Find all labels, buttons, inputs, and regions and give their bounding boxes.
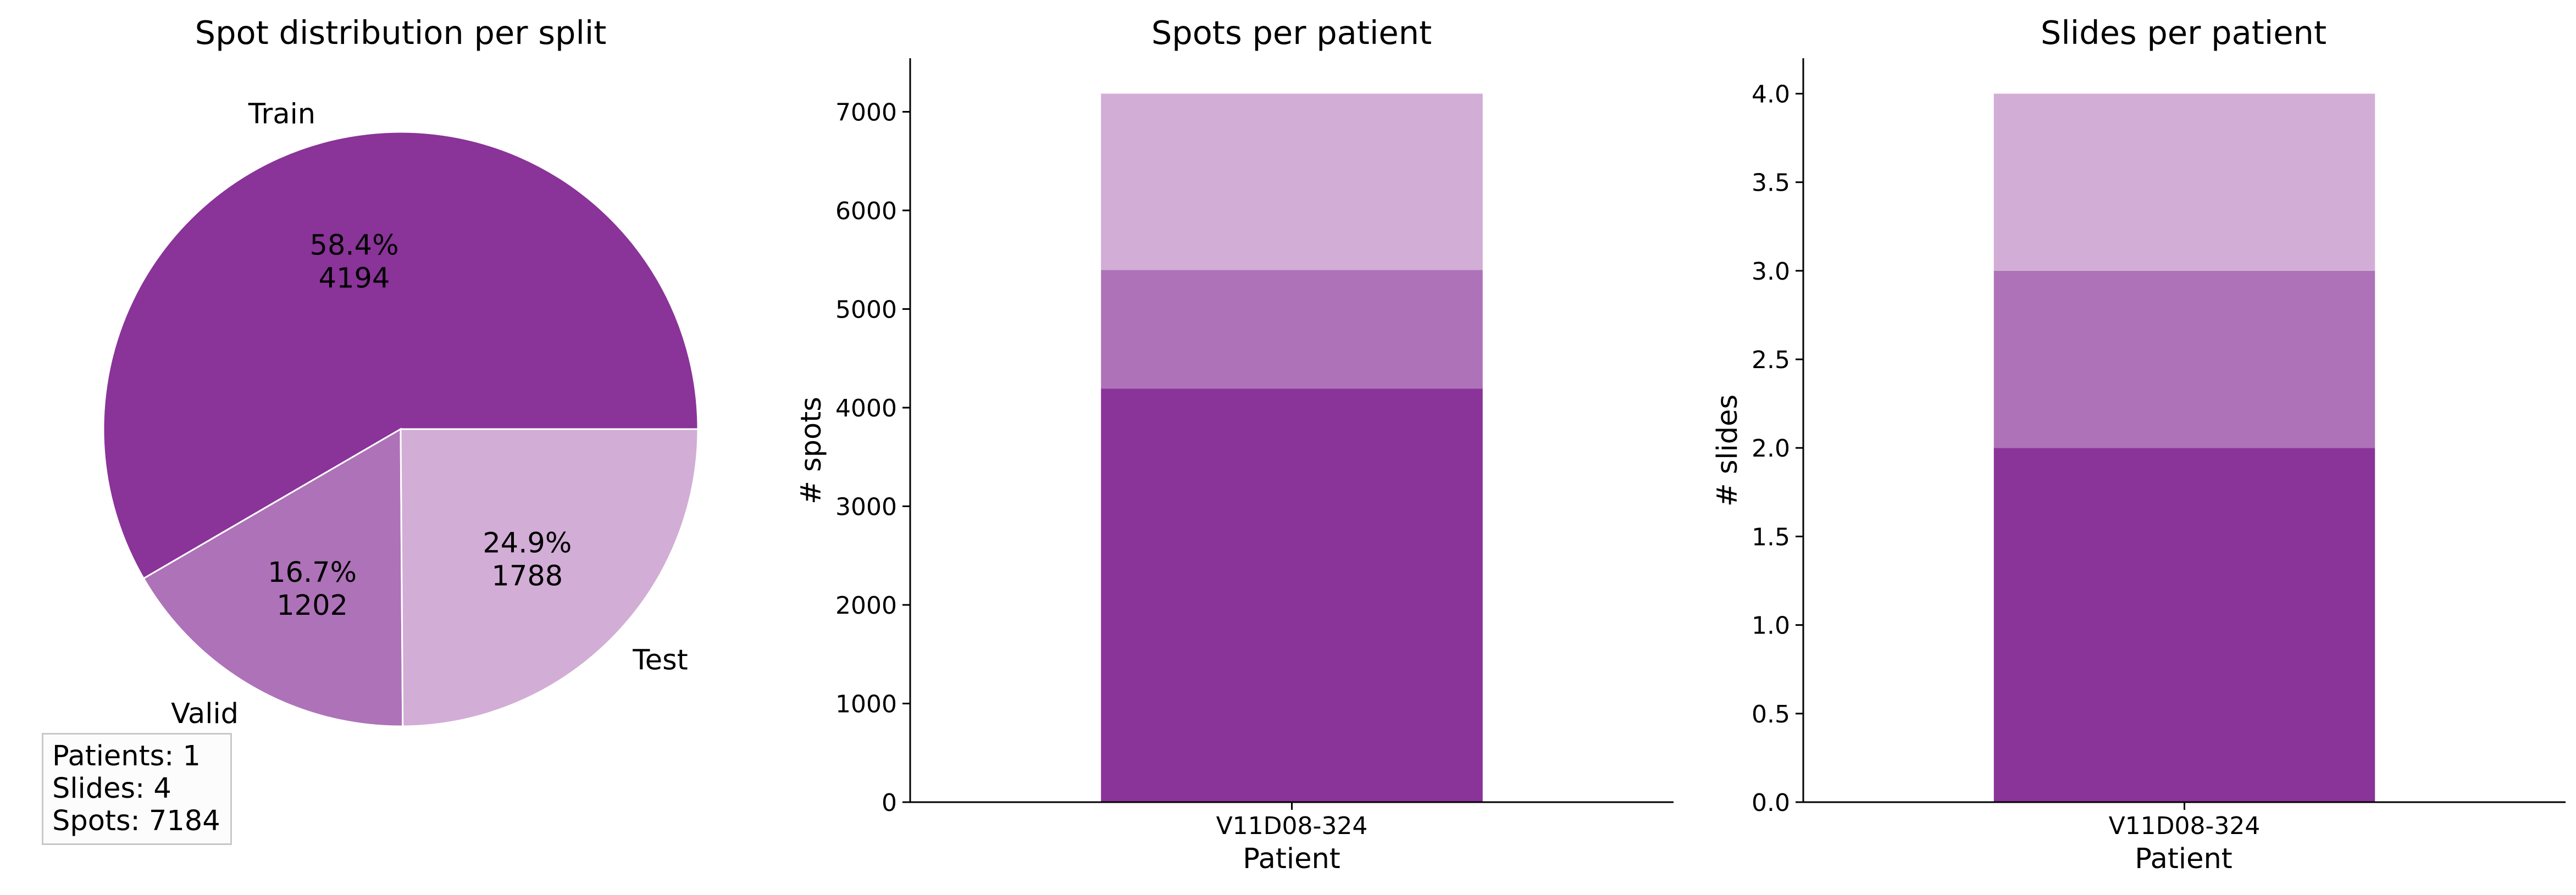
pie-percent-test: 24.9% bbox=[483, 527, 572, 560]
pie-percent-train: 58.4% bbox=[310, 230, 399, 262]
slides-ytick-label: 1.0 bbox=[1752, 612, 1790, 640]
stat-spots: Spots: 7184 bbox=[52, 805, 220, 837]
spots-ytick-label: 1000 bbox=[835, 690, 897, 718]
pie-label-test: Test bbox=[632, 644, 688, 676]
spots-ytick-label: 0 bbox=[882, 789, 897, 817]
spots-y-label: # spots bbox=[795, 397, 828, 504]
spots-chart-title: Spots per patient bbox=[1151, 14, 1432, 52]
spots-bar-segment-2 bbox=[1101, 270, 1483, 389]
pie-slice-valid bbox=[142, 427, 404, 727]
stat-patients: Patients: 1 bbox=[52, 740, 201, 772]
pie-chart: Spot distribution per split 58.4%4194 Tra… bbox=[102, 14, 699, 730]
pie-value-test: 1788 bbox=[491, 560, 563, 593]
slides-bar-segment-2 bbox=[1993, 270, 2375, 448]
pie-label-valid: Valid bbox=[171, 698, 239, 730]
slides-ytick-label: 4.0 bbox=[1752, 80, 1790, 108]
pie-title: Spot distribution per split bbox=[195, 14, 607, 52]
slides-bar-chart: Slides per patient Patient # slides 0.0 0… bbox=[1711, 14, 2566, 875]
slides-ytick-label: 0.0 bbox=[1752, 789, 1790, 817]
slides-bar-segment-3 bbox=[1993, 93, 2375, 271]
slides-ytick-label: 1.5 bbox=[1752, 523, 1790, 551]
dataset-stats-box: Patients: 1 Slides: 4 Spots: 7184 bbox=[42, 733, 232, 845]
slides-bar-segment-1 bbox=[1993, 448, 2375, 802]
spots-x-label: Patient bbox=[1243, 843, 1340, 875]
pie-label-train: Train bbox=[248, 98, 315, 130]
slides-ytick-label: 2.5 bbox=[1752, 346, 1790, 374]
slides-ytick-label: 3.5 bbox=[1752, 169, 1790, 197]
pie-percent-valid: 16.7% bbox=[268, 557, 357, 589]
spots-ytick-label: 4000 bbox=[835, 394, 897, 423]
slides-y-label: # slides bbox=[1711, 394, 1744, 507]
pie-slice-train bbox=[102, 131, 699, 580]
pie-slice-test bbox=[400, 428, 699, 727]
pie-value-valid: 1202 bbox=[276, 590, 348, 622]
spots-bar-segment-3 bbox=[1101, 93, 1483, 270]
spots-ytick-label: 5000 bbox=[835, 296, 897, 324]
pie-value-train: 4194 bbox=[319, 263, 390, 295]
spots-ytick-label: 6000 bbox=[835, 197, 897, 225]
stat-slides: Slides: 4 bbox=[52, 772, 171, 805]
slides-chart-title: Slides per patient bbox=[2041, 14, 2326, 52]
slides-xtick-label: V11D08-324 bbox=[2109, 812, 2261, 840]
spots-ytick-label: 3000 bbox=[835, 493, 897, 521]
slides-ytick-label: 0.5 bbox=[1752, 701, 1790, 729]
spots-ytick-label: 2000 bbox=[835, 592, 897, 620]
slides-ytick-label: 2.0 bbox=[1752, 435, 1790, 463]
spots-bar-chart: Spots per patient Patient # spots 0 1000 2… bbox=[795, 14, 1674, 875]
slides-ytick-label: 3.0 bbox=[1752, 258, 1790, 286]
spots-xtick-label: V11D08-324 bbox=[1216, 812, 1368, 840]
spots-ytick-label: 7000 bbox=[835, 98, 897, 126]
slides-x-label: Patient bbox=[2135, 843, 2232, 875]
spots-bar-segment-1 bbox=[1101, 388, 1483, 802]
